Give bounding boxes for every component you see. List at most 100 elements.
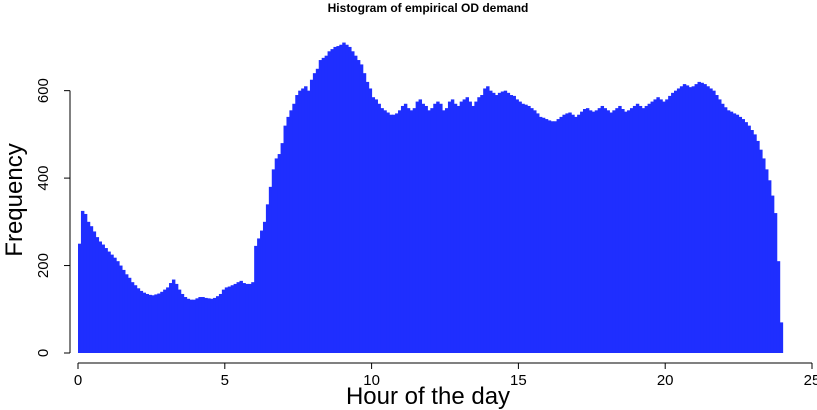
histogram-bar bbox=[218, 293, 223, 353]
histogram-bar bbox=[201, 297, 205, 353]
histogram-bar bbox=[383, 110, 387, 353]
histogram-bar bbox=[694, 84, 698, 353]
histogram-bar bbox=[527, 105, 531, 354]
histogram-bar bbox=[550, 121, 555, 353]
histogram-bar bbox=[415, 101, 420, 353]
histogram-bar bbox=[756, 140, 760, 353]
histogram-bar bbox=[148, 294, 152, 353]
histogram-bar bbox=[351, 51, 355, 354]
histogram-bar bbox=[145, 293, 149, 353]
histogram-bar bbox=[95, 237, 100, 353]
histogram-bar bbox=[101, 244, 105, 353]
histogram-bar bbox=[747, 125, 751, 353]
histogram-bar bbox=[130, 282, 135, 353]
histogram-bar bbox=[221, 289, 226, 353]
histogram-bar bbox=[571, 114, 575, 353]
histogram-bar bbox=[483, 88, 487, 353]
histogram-bar bbox=[738, 116, 743, 353]
histogram-bar bbox=[618, 105, 622, 354]
histogram-bar bbox=[333, 46, 337, 354]
histogram-bar bbox=[215, 296, 220, 353]
histogram-bar bbox=[298, 90, 302, 353]
histogram-bar bbox=[515, 99, 519, 354]
histogram-bar bbox=[474, 101, 478, 353]
histogram-bar bbox=[104, 248, 108, 353]
histogram-bar bbox=[157, 293, 161, 353]
histogram-bar bbox=[533, 110, 537, 353]
histogram-bar bbox=[86, 221, 91, 353]
histogram-bar bbox=[169, 283, 173, 353]
histogram-bar bbox=[78, 243, 82, 353]
histogram-bar bbox=[107, 251, 111, 353]
histogram-bar bbox=[339, 44, 343, 354]
histogram-bar bbox=[286, 116, 290, 353]
histogram-bar bbox=[665, 99, 669, 354]
histogram-bar bbox=[80, 210, 85, 353]
histogram-bar bbox=[418, 99, 423, 354]
x-tick-label: 20 bbox=[657, 372, 674, 389]
histogram-bar bbox=[741, 119, 745, 353]
histogram-bar bbox=[83, 213, 88, 353]
histogram-bar bbox=[113, 257, 117, 353]
histogram-bar bbox=[198, 297, 202, 353]
histogram-bar bbox=[445, 108, 449, 353]
histogram-bar bbox=[762, 158, 766, 353]
histogram-bar bbox=[124, 274, 129, 353]
histogram-bar bbox=[735, 114, 740, 353]
histogram-bar bbox=[371, 97, 376, 354]
histogram-bar bbox=[682, 84, 687, 353]
histogram-bar bbox=[295, 95, 299, 353]
histogram-bar bbox=[541, 117, 546, 353]
x-tick-label: 15 bbox=[510, 372, 527, 389]
histogram-bar bbox=[580, 111, 584, 353]
histogram-bar bbox=[224, 287, 229, 353]
histogram-bar bbox=[421, 103, 425, 354]
histogram-bar bbox=[433, 103, 437, 354]
histogram-bar bbox=[283, 125, 287, 353]
histogram-bar bbox=[186, 298, 191, 353]
histogram-bar bbox=[348, 46, 352, 354]
histogram-bar bbox=[456, 105, 461, 354]
y-tick-label: 200 bbox=[35, 253, 52, 278]
histogram-bar bbox=[207, 298, 211, 353]
histogram-bar bbox=[597, 108, 602, 353]
histogram-bar bbox=[480, 95, 484, 353]
histogram-bar bbox=[632, 105, 637, 354]
histogram-bar bbox=[356, 60, 361, 354]
histogram-bar bbox=[227, 286, 232, 353]
histogram-bar bbox=[307, 90, 311, 353]
histogram-bar bbox=[615, 108, 619, 353]
histogram-bar bbox=[577, 114, 581, 353]
histogram-bar bbox=[726, 110, 731, 353]
histogram-bar bbox=[321, 57, 326, 354]
histogram-bar bbox=[386, 112, 390, 354]
histogram-bar bbox=[395, 113, 399, 353]
histogram-bar bbox=[538, 116, 543, 353]
histogram-bar bbox=[486, 86, 490, 353]
histogram-bar bbox=[574, 116, 578, 353]
histogram-bar bbox=[163, 289, 167, 353]
histogram-bar bbox=[271, 169, 276, 353]
histogram-bar bbox=[439, 103, 443, 354]
histogram-bar bbox=[650, 101, 654, 353]
histogram-bar bbox=[151, 295, 155, 353]
histogram-bar bbox=[700, 82, 704, 353]
histogram-bar bbox=[380, 108, 384, 353]
x-tick-label: 25 bbox=[804, 372, 817, 389]
histogram-bar bbox=[257, 238, 261, 353]
histogram-bar bbox=[160, 291, 164, 353]
histogram-bar bbox=[119, 265, 123, 353]
histogram-bar bbox=[345, 44, 349, 354]
histogram-bar bbox=[304, 86, 308, 353]
histogram-bar bbox=[770, 195, 775, 353]
histogram-bar bbox=[547, 120, 552, 353]
histogram-bar bbox=[706, 86, 710, 353]
histogram-bar bbox=[204, 297, 208, 353]
histogram-bar bbox=[647, 103, 652, 354]
histogram-bar bbox=[703, 84, 707, 353]
histogram-bar bbox=[773, 213, 778, 353]
histogram-bar bbox=[365, 81, 370, 353]
histogram-bar bbox=[262, 221, 267, 353]
histogram-bar bbox=[468, 101, 472, 353]
histogram-bar bbox=[659, 99, 663, 354]
